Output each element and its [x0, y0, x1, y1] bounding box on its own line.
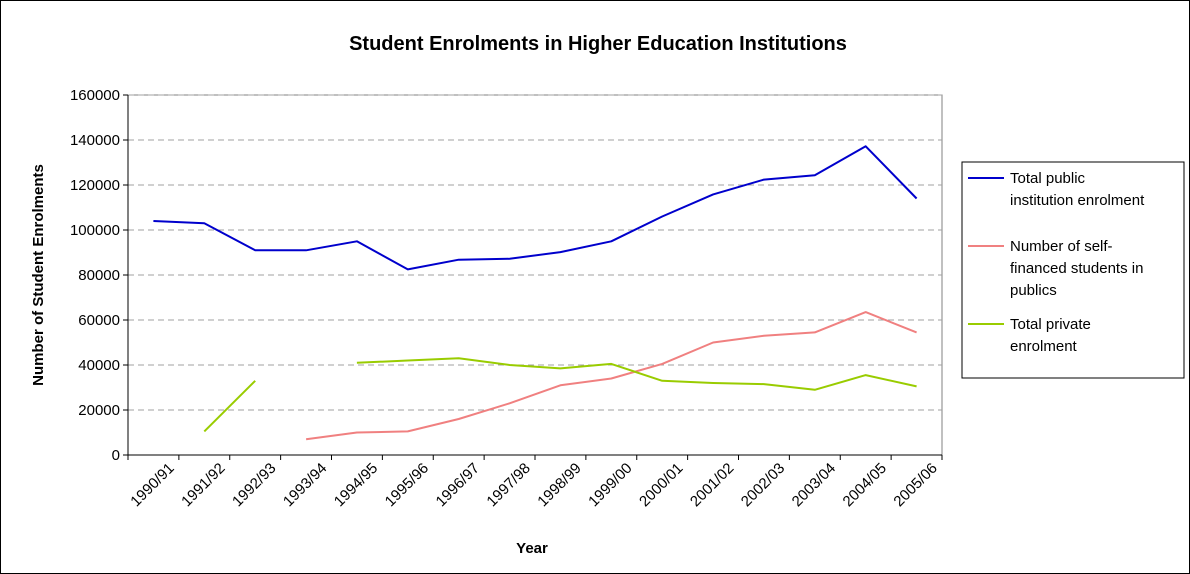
- legend-label: institution enrolment: [1010, 192, 1145, 209]
- x-tick-label: 1993/94: [280, 460, 330, 510]
- series-line-3: [203, 380, 256, 433]
- x-axis-title: Year: [516, 540, 548, 557]
- x-tick-label: 2002/03: [738, 460, 788, 510]
- legend-label: enrolment: [1010, 338, 1078, 355]
- y-tick-label: 160000: [70, 87, 120, 104]
- y-tick-label: 20000: [78, 402, 120, 419]
- x-tick-label: 1998/99: [534, 460, 584, 510]
- y-tick-label: 140000: [70, 132, 120, 149]
- x-tick-label: 1999/00: [585, 460, 635, 510]
- legend-label: Total public: [1010, 170, 1086, 187]
- chart-title: Student Enrolments in Higher Education I…: [349, 33, 847, 55]
- x-tick-label: 2000/01: [636, 460, 686, 510]
- y-tick-label: 0: [112, 447, 120, 464]
- series-line-1: [153, 145, 918, 271]
- y-axis-title: Number of Student Enrolments: [30, 164, 47, 386]
- series-line-2: [305, 311, 917, 441]
- x-tick-label: 1996/97: [433, 460, 483, 510]
- y-tick-label: 120000: [70, 177, 120, 194]
- gridlines: [128, 94, 942, 411]
- x-tick-label: 1994/95: [331, 460, 381, 510]
- y-tick-label: 40000: [78, 357, 120, 374]
- x-tick-label: 1995/96: [382, 460, 432, 510]
- legend-label: Number of self-: [1010, 238, 1113, 255]
- x-tick-label: 2001/02: [687, 460, 737, 510]
- series-lines: [153, 145, 918, 441]
- legend-label: financed students in: [1010, 260, 1143, 277]
- x-tick-label: 1990/91: [127, 460, 177, 510]
- series-line-3: [356, 357, 917, 391]
- y-tick-label: 60000: [78, 312, 120, 329]
- x-tick-label: 1992/93: [229, 460, 279, 510]
- legend-label: publics: [1010, 282, 1057, 299]
- y-tick-label: 100000: [70, 222, 120, 239]
- legend: [961, 161, 1185, 379]
- y-tick-label: 80000: [78, 267, 120, 284]
- x-tick-label: 1991/92: [178, 460, 228, 510]
- legend-label: Total private: [1010, 316, 1091, 333]
- x-tick-label: 1997/98: [483, 460, 533, 510]
- x-tick-label: 2003/04: [789, 460, 839, 510]
- x-tick-label: 2005/06: [890, 460, 940, 510]
- x-tick-label: 2004/05: [840, 460, 890, 510]
- legend-entries: Total public institution enrolment Number …: [968, 170, 1145, 355]
